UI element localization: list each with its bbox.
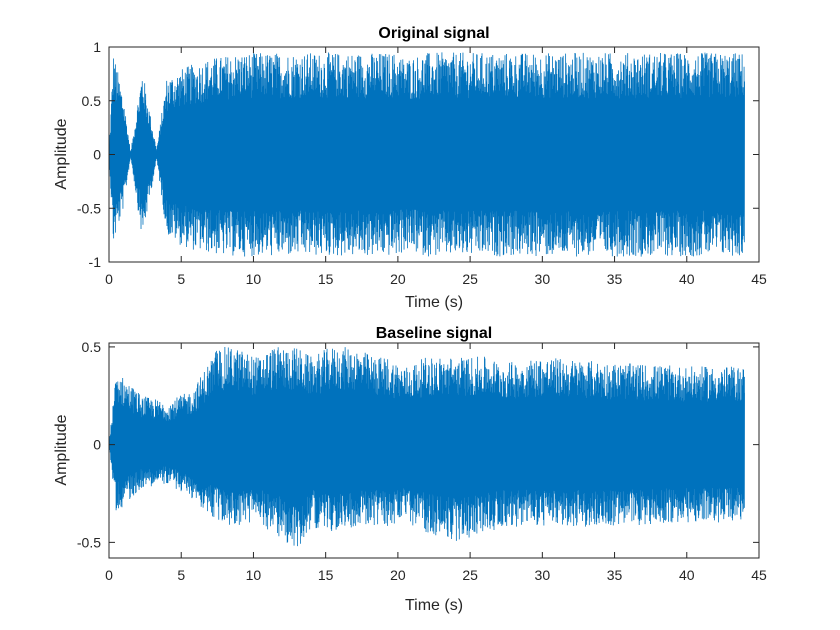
ytick-label: 1 — [93, 39, 101, 55]
waveform-baseline — [108, 347, 745, 547]
xtick-label: 45 — [751, 567, 767, 583]
waveform-original — [108, 52, 745, 257]
xtick-label: 35 — [607, 567, 623, 583]
ytick-label: 0.5 — [82, 339, 102, 355]
signal-line-original — [108, 52, 745, 257]
xtick-label: 40 — [679, 567, 695, 583]
xlabel-baseline: Time (s) — [405, 597, 463, 614]
ytick-label: 0 — [93, 437, 101, 453]
subplot-original: 0 5 10 15 20 25 30 35 40 45 -1 -0.5 0 0.5 1 Original … — [53, 25, 767, 311]
yticks-original: -1 -0.5 0 0.5 1 — [77, 39, 759, 270]
axes-frame-baseline — [108, 342, 760, 559]
ytick-label: -0.5 — [77, 200, 101, 216]
ytick-label: 0.5 — [82, 93, 102, 109]
xtick-label: 15 — [318, 567, 334, 583]
xtick-label: 15 — [318, 271, 334, 287]
xlabel-original: Time (s) — [405, 294, 463, 311]
xtick-label: 20 — [390, 271, 406, 287]
xtick-label: 0 — [105, 567, 113, 583]
ytick-label: 0 — [93, 147, 101, 163]
subplot-baseline: 0 5 10 15 20 25 30 35 40 45 -0.5 0 0.5 Baseline sig… — [53, 325, 767, 614]
xtick-label: 5 — [177, 271, 185, 287]
title-baseline: Baseline signal — [376, 325, 493, 342]
ylabel-original: Amplitude — [53, 118, 70, 189]
xtick-label: 30 — [535, 271, 551, 287]
xtick-label: 0 — [105, 271, 113, 287]
xtick-label: 25 — [462, 567, 478, 583]
xtick-label: 25 — [462, 271, 478, 287]
signal-line-baseline — [108, 347, 745, 547]
xtick-label: 10 — [246, 271, 262, 287]
xticks-original: 0 5 10 15 20 25 30 35 40 45 — [105, 47, 767, 287]
ytick-label: -0.5 — [77, 534, 101, 550]
xtick-label: 45 — [751, 271, 767, 287]
ytick-label: -1 — [89, 254, 102, 270]
xtick-label: 5 — [177, 567, 185, 583]
xtick-label: 20 — [390, 567, 406, 583]
xtick-label: 35 — [607, 271, 623, 287]
xticks-baseline: 0 5 10 15 20 25 30 35 40 45 — [105, 343, 767, 583]
xtick-label: 30 — [535, 567, 551, 583]
xtick-label: 10 — [246, 567, 262, 583]
title-original: Original signal — [378, 25, 489, 42]
xtick-label: 40 — [679, 271, 695, 287]
yticks-baseline: -0.5 0 0.5 — [77, 339, 759, 550]
ylabel-baseline: Amplitude — [53, 414, 70, 485]
